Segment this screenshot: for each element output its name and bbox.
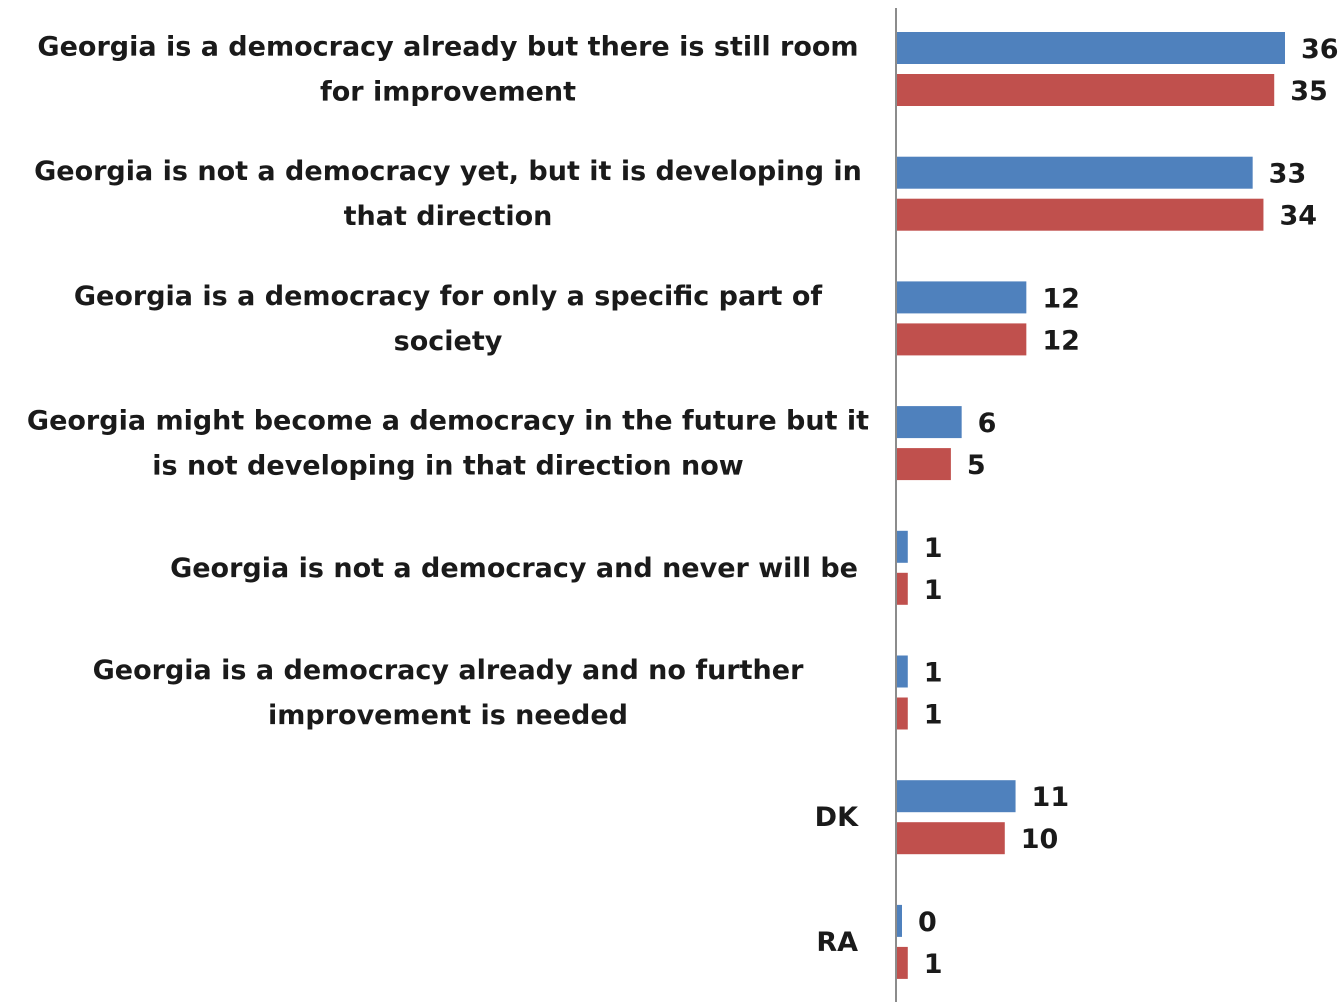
data-label: 11 <box>1032 782 1070 813</box>
category-label-line: DK <box>815 802 859 833</box>
bar-series-2 <box>897 198 1264 231</box>
category-label: Georgia is a democracy already and no fu… <box>93 655 804 731</box>
bar-series-2 <box>897 448 951 481</box>
category-label-line: Georgia is a democracy for only a specif… <box>74 281 823 312</box>
data-label: 1 <box>924 949 943 980</box>
bar-series-1 <box>897 530 908 563</box>
data-label: 35 <box>1290 76 1328 107</box>
category-label-line: for improvement <box>320 77 576 108</box>
data-label: 12 <box>1042 283 1080 314</box>
category-label-line: Georgia is a democracy already but there… <box>37 32 858 63</box>
category-label-line: RA <box>816 927 858 958</box>
data-label: 1 <box>924 700 943 731</box>
bar-series-1 <box>897 406 962 439</box>
data-label: 0 <box>918 907 937 938</box>
category-label-line: Georgia is a democracy already and no fu… <box>93 655 804 686</box>
data-label: 1 <box>924 658 943 689</box>
bar-series-1 <box>897 32 1285 64</box>
category-label: Georgia is not a democracy and never wil… <box>170 553 858 584</box>
bar-series-2 <box>897 74 1275 106</box>
category-labels: Georgia is a democracy already but there… <box>27 32 869 958</box>
category-label: RA <box>816 927 858 958</box>
category-label-line: Georgia might become a democracy in the … <box>27 406 869 437</box>
bar-series-1 <box>897 156 1253 189</box>
data-label: 1 <box>924 533 943 564</box>
data-label: 33 <box>1269 159 1307 190</box>
category-label-line: Georgia is not a democracy and never wil… <box>170 553 858 584</box>
data-label: 1 <box>924 575 943 606</box>
data-label: 6 <box>978 408 997 439</box>
category-label: Georgia is a democracy for only a specif… <box>74 281 823 357</box>
category-label: Georgia might become a democracy in the … <box>27 406 869 482</box>
category-label-line: society <box>394 326 503 357</box>
data-label: 36 <box>1301 34 1339 65</box>
category-label-line: improvement is needed <box>268 700 628 731</box>
bar-series-1 <box>897 655 908 688</box>
bar-series-1 <box>897 281 1027 314</box>
bar-series-1 <box>897 904 902 937</box>
data-label: 10 <box>1021 824 1059 855</box>
bar-series-2 <box>897 822 1005 855</box>
data-label: 34 <box>1279 201 1317 232</box>
bar-series-2 <box>897 323 1027 356</box>
category-label: Georgia is not a democracy yet, but it i… <box>34 156 862 232</box>
category-label-line: is not developing in that direction now <box>152 451 743 482</box>
data-label: 12 <box>1042 325 1080 356</box>
bar-series-2 <box>897 697 908 730</box>
bar-series-2 <box>897 946 908 979</box>
category-label: DK <box>815 802 859 833</box>
data-label: 5 <box>967 450 986 481</box>
bar-series-2 <box>897 572 908 605</box>
bar-series-1 <box>897 780 1016 813</box>
category-label-line: that direction <box>344 201 553 232</box>
bars <box>897 32 1285 979</box>
category-label: Georgia is a democracy already but there… <box>37 32 858 108</box>
category-label-line: Georgia is not a democracy yet, but it i… <box>34 156 862 187</box>
